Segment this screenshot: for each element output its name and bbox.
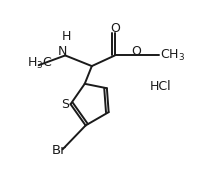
Text: O: O — [110, 22, 120, 35]
Text: S: S — [61, 98, 69, 111]
Text: O: O — [131, 44, 141, 58]
Text: N: N — [57, 44, 67, 58]
Text: HCl: HCl — [150, 80, 172, 93]
Text: H: H — [62, 30, 71, 43]
Text: CH$_3$: CH$_3$ — [160, 48, 185, 63]
Text: Br: Br — [52, 144, 67, 157]
Text: H$_3$C: H$_3$C — [27, 56, 53, 71]
